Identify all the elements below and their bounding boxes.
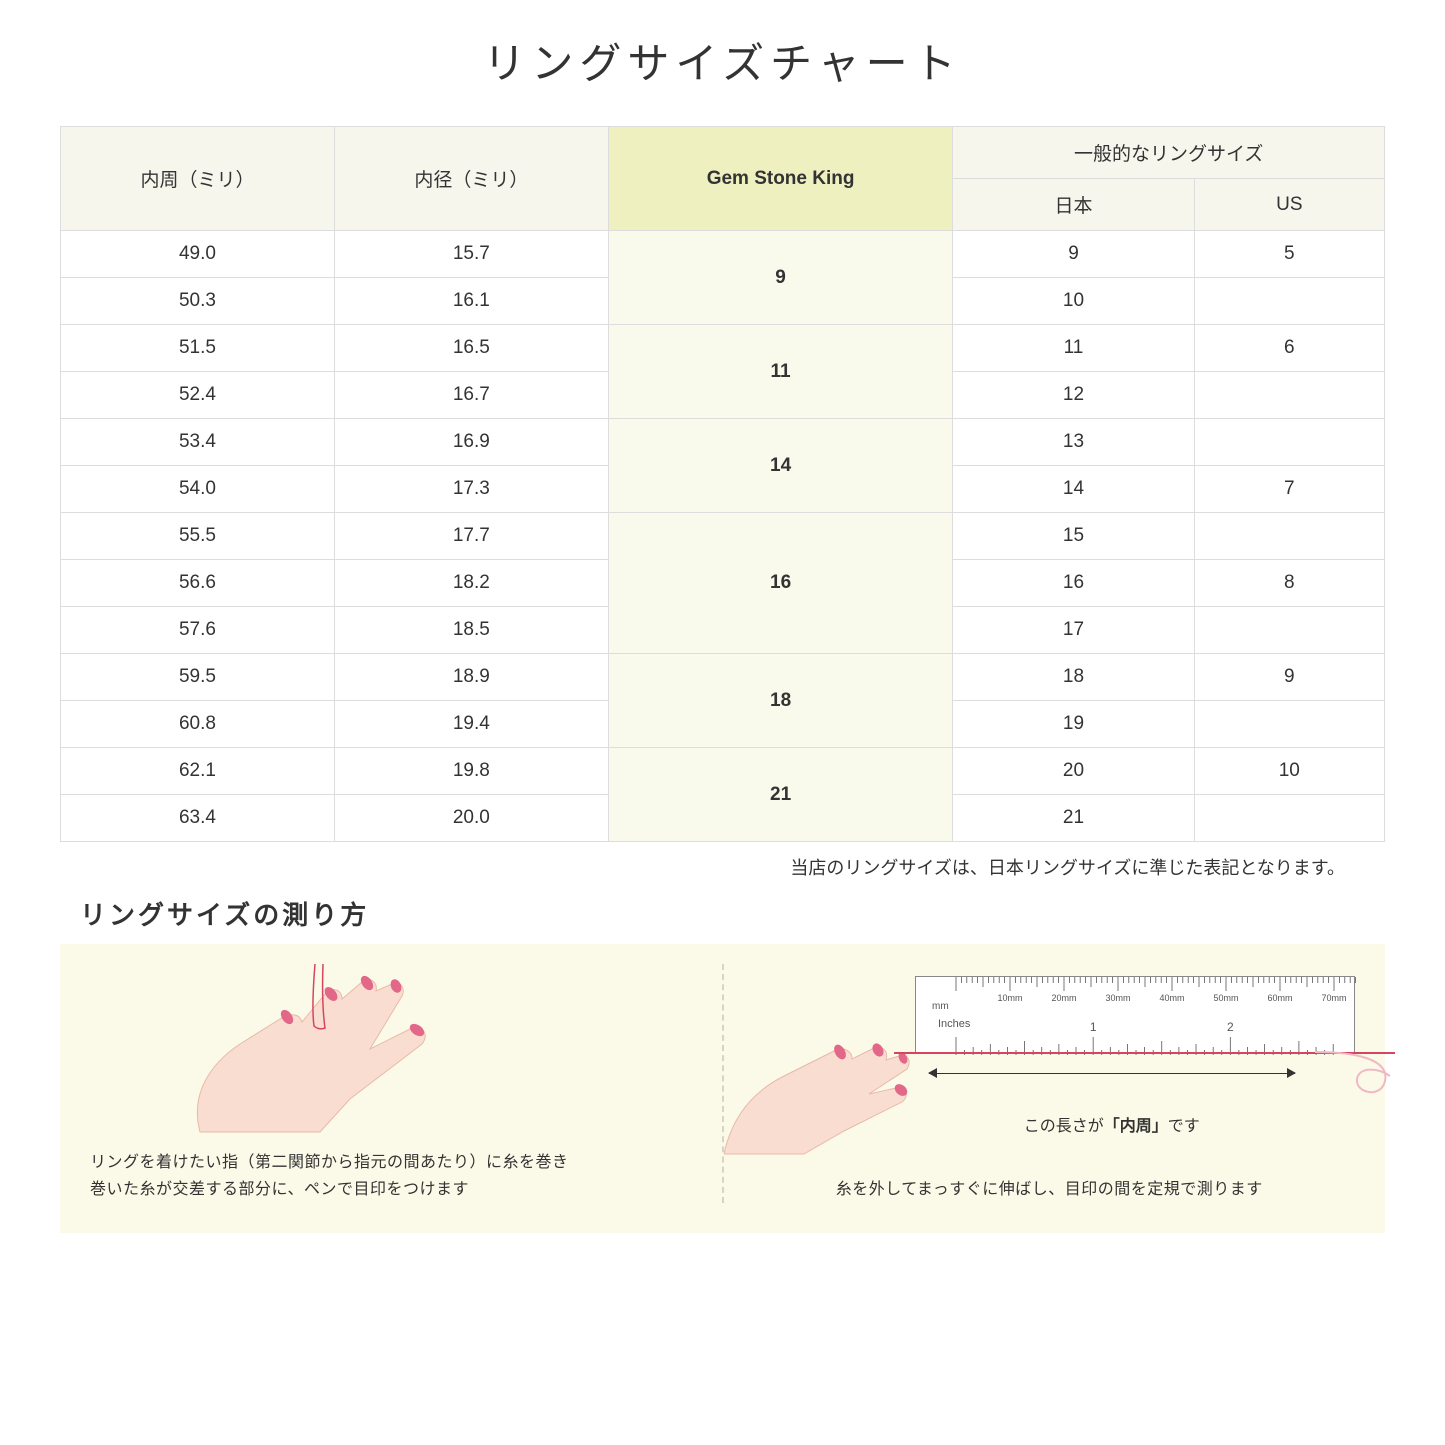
step1-caption: リングを着けたい指（第二関節から指元の間あたり）に糸を巻き 巻いた糸が交差する部… [90,1149,702,1203]
table-row: 51.516.511116 [61,325,1385,372]
measure-arrow [929,1064,1296,1084]
svg-text:2: 2 [1227,1020,1234,1034]
table-row: 59.518.918189 [61,654,1385,701]
svg-text:1: 1 [1090,1020,1097,1034]
step2-caption: 糸を外してまっすぐに伸ばし、目印の間を定規で測ります [744,1176,1356,1203]
howto-title: リングサイズの測り方 [80,895,1385,932]
table-row: 55.517.71615 [61,513,1385,560]
hand-holding-thread-illustration [724,1016,914,1156]
svg-text:60mm: 60mm [1267,993,1292,1003]
ring-size-table: 内周（ミリ） 内径（ミリ） Gem Stone King 一般的なリングサイズ … [60,126,1385,842]
size-note: 当店のリングサイズは、日本リングサイズに準じた表記となります。 [60,854,1385,880]
svg-text:20mm: 20mm [1051,993,1076,1003]
page-title: リングサイズチャート [60,30,1385,91]
svg-text:70mm: 70mm [1321,993,1346,1003]
th-gsk: Gem Stone King [608,127,953,231]
th-circumference: 内周（ミリ） [61,127,335,231]
howto-panel: リングを着けたい指（第二関節から指元の間あたり）に糸を巻き 巻いた糸が交差する部… [60,944,1385,1233]
thread-curl [1315,1031,1415,1111]
measure-label: この長さが「内周」です [929,1112,1296,1136]
table-row: 53.416.91413 [61,419,1385,466]
ruler-illustration: 10mm 20mm 30mm 40mm 50mm 60mm 70mm mm Inches 1 2 [915,976,1355,1054]
svg-text:40mm: 40mm [1159,993,1184,1003]
table-row: 62.119.8212010 [61,748,1385,795]
th-general: 一般的なリングサイズ [953,127,1385,179]
svg-text:50mm: 50mm [1213,993,1238,1003]
th-japan: 日本 [953,179,1194,231]
table-row: 49.015.7995 [61,231,1385,278]
svg-text:mm: mm [932,1001,949,1012]
hand-with-thread-illustration [130,964,490,1134]
howto-step-2: 10mm 20mm 30mm 40mm 50mm 60mm 70mm mm Inches 1 2 [744,964,1356,1203]
svg-text:30mm: 30mm [1105,993,1130,1003]
th-us: US [1194,179,1384,231]
th-diameter: 内径（ミリ） [334,127,608,231]
howto-step-1: リングを着けたい指（第二関節から指元の間あたり）に糸を巻き 巻いた糸が交差する部… [90,964,702,1203]
svg-text:Inches: Inches [938,1018,971,1030]
svg-text:10mm: 10mm [997,993,1022,1003]
